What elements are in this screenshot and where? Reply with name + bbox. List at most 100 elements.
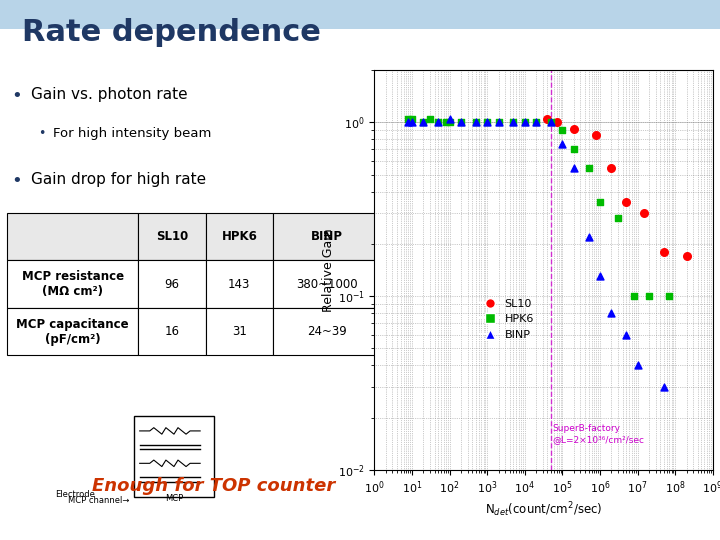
HPK6 — [508, 118, 519, 127]
BINP — [531, 118, 542, 127]
Text: 16: 16 — [164, 325, 179, 338]
Text: Electrode: Electrode — [55, 490, 95, 499]
BINP — [492, 118, 504, 127]
BINP — [406, 118, 418, 127]
HPK6 — [444, 118, 455, 127]
Bar — [7, 260, 138, 308]
BINP — [545, 118, 557, 127]
Text: BINP: BINP — [311, 230, 343, 243]
Text: •: • — [38, 212, 45, 225]
Text: Depending on RC variables: Depending on RC variables — [53, 310, 223, 323]
Text: •: • — [12, 87, 22, 105]
Bar — [273, 260, 382, 308]
SL10 — [541, 114, 553, 123]
HPK6 — [643, 292, 654, 300]
HPK6 — [583, 163, 595, 172]
Text: Enough for TOP counter: Enough for TOP counter — [91, 477, 335, 495]
Bar — [138, 260, 206, 308]
HPK6 — [482, 118, 493, 127]
HPK6 — [470, 118, 482, 127]
BINP — [606, 309, 617, 318]
X-axis label: N$_{det}$(count/cm$^2$/sec): N$_{det}$(count/cm$^2$/sec) — [485, 500, 603, 519]
BINP — [433, 118, 444, 127]
Text: Gain vs. photon rate: Gain vs. photon rate — [30, 87, 187, 102]
HPK6 — [455, 118, 467, 127]
Text: SuperB-factory
@L=2×10³⁶/cm²/sec: SuperB-factory @L=2×10³⁶/cm²/sec — [552, 424, 644, 444]
Text: 96: 96 — [164, 278, 179, 291]
BINP — [482, 118, 493, 127]
Text: •: • — [38, 252, 45, 265]
Text: 380~1000: 380~1000 — [297, 278, 358, 291]
BINP — [444, 114, 455, 123]
HPK6 — [406, 114, 418, 123]
HPK6 — [440, 118, 451, 127]
SL10 — [606, 163, 617, 172]
BINP — [632, 361, 644, 369]
BINP — [455, 118, 467, 127]
Text: SL10: SL10 — [156, 230, 188, 243]
Text: •: • — [38, 127, 45, 140]
Text: •: • — [12, 172, 22, 190]
HPK6 — [568, 145, 580, 154]
Bar — [138, 308, 206, 355]
BINP — [470, 118, 482, 127]
SL10 — [590, 131, 602, 139]
Bar — [273, 308, 382, 355]
Text: 17: 17 — [684, 520, 698, 530]
BINP — [594, 272, 606, 281]
Bar — [206, 213, 273, 260]
BINP — [583, 232, 595, 241]
Text: Rate dependence: Rate dependence — [22, 18, 320, 47]
HPK6 — [519, 118, 531, 127]
HPK6 — [557, 126, 568, 135]
Text: MCP: MCP — [165, 494, 183, 503]
BINP — [621, 330, 632, 339]
SL10 — [551, 118, 562, 127]
SL10 — [658, 247, 670, 256]
BINP — [568, 163, 580, 172]
HPK6 — [433, 118, 444, 127]
HPK6 — [402, 114, 414, 123]
BINP — [418, 118, 429, 127]
Text: MCP capacitance
(pF/cm²): MCP capacitance (pF/cm²) — [17, 318, 129, 346]
SL10 — [621, 197, 632, 206]
Text: MCP channel→: MCP channel→ — [68, 496, 130, 505]
Bar — [138, 213, 206, 260]
Text: MCP resistance
(MΩ cm²): MCP resistance (MΩ cm²) — [22, 270, 124, 298]
FancyBboxPatch shape — [0, 0, 720, 29]
Text: HPK6: HPK6 — [221, 230, 257, 243]
HPK6 — [531, 118, 542, 127]
HPK6 — [492, 118, 504, 127]
Text: 2007/6/27-29 Photon Detector WS at Kobe: 2007/6/27-29 Photon Detector WS at Kobe — [22, 520, 258, 530]
HPK6 — [628, 292, 639, 300]
SL10 — [639, 209, 650, 218]
BINP — [402, 118, 414, 127]
BINP — [519, 118, 531, 127]
HPK6 — [664, 292, 675, 300]
HPK6 — [418, 118, 429, 127]
Bar — [206, 260, 273, 308]
BINP — [557, 140, 568, 149]
Bar — [7, 213, 138, 260]
Bar — [7, 308, 138, 355]
Legend: SL10, HPK6, BINP: SL10, HPK6, BINP — [474, 294, 539, 345]
BINP — [508, 118, 519, 127]
Text: 31: 31 — [232, 325, 247, 338]
HPK6 — [612, 214, 624, 223]
Text: For high intensity beam: For high intensity beam — [53, 127, 212, 140]
Text: •: • — [38, 310, 45, 323]
HPK6 — [594, 197, 606, 206]
Bar — [206, 308, 273, 355]
Bar — [273, 213, 382, 260]
Y-axis label: Relative Gain: Relative Gain — [322, 228, 335, 312]
BINP — [658, 383, 670, 391]
Text: 24~39: 24~39 — [307, 325, 347, 338]
Text: Gain drop for high rate: Gain drop for high rate — [30, 172, 206, 187]
Text: >10⁵ count/cm²/s: >10⁵ count/cm²/s — [53, 212, 163, 225]
SL10 — [680, 252, 692, 260]
SL10 — [568, 124, 580, 133]
HPK6 — [545, 118, 557, 127]
Text: 143: 143 — [228, 278, 251, 291]
Text: Due to lack of elections
inside MCP holes: Due to lack of elections inside MCP hole… — [53, 252, 201, 280]
HPK6 — [424, 114, 436, 123]
